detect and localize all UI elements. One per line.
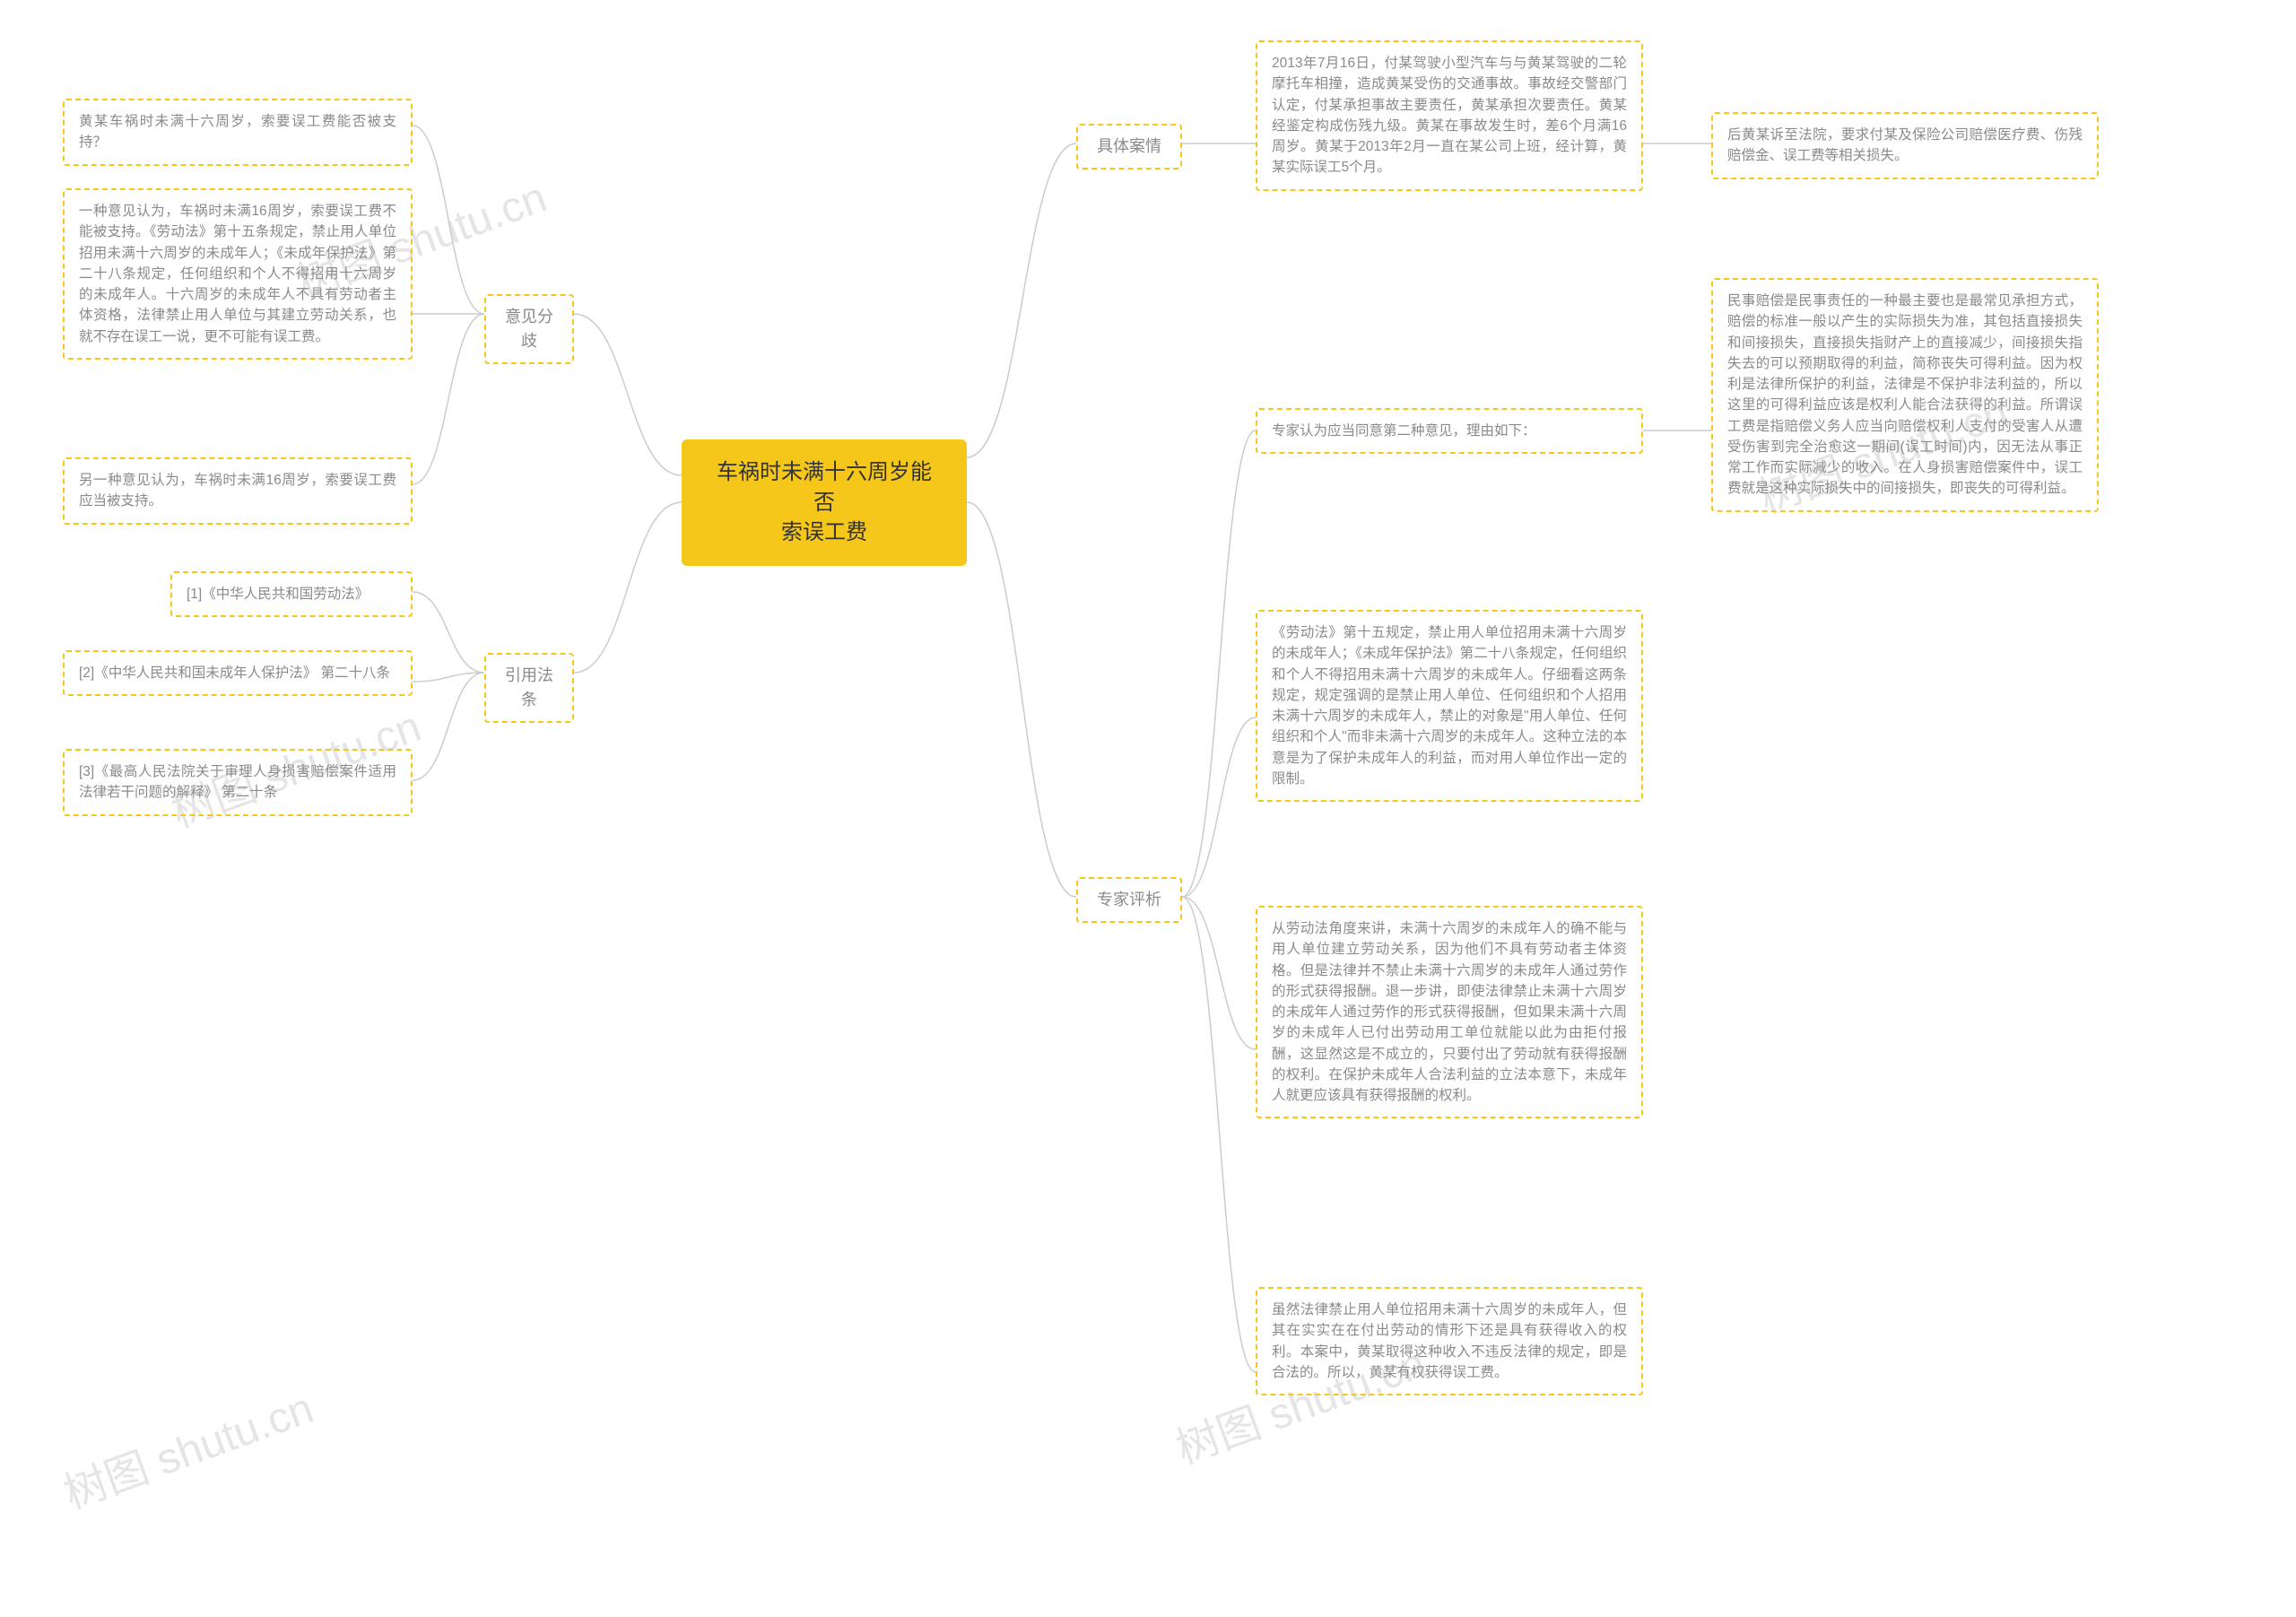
leaf-case-1: 2013年7月16日，付某驾驶小型汽车与与黄某驾驶的二轮摩托车相撞，造成黄某受伤…	[1256, 40, 1643, 191]
leaf-expert-3: 虽然法律禁止用人单位招用未满十六周岁的未成年人，但其在实实在在付出劳动的情形下还…	[1256, 1287, 1643, 1395]
mindmap-canvas: 树图 shutu.cn 树图 shutu.cn 树图 shutu.cn 树图 s…	[0, 0, 2296, 1617]
leaf-expert-2: 从劳动法角度来讲，未满十六周岁的未成年人的确不能与用人单位建立劳动关系，因为他们…	[1256, 906, 1643, 1118]
branch-case: 具体案情	[1076, 124, 1182, 170]
leaf-law-1: [1]《中华人民共和国劳动法》	[170, 571, 413, 617]
branch-opinions: 意见分歧	[484, 294, 574, 364]
root-title-line2: 索误工费	[707, 517, 942, 548]
leaf-law-3: [3]《最高人民法院关于审理人身损害赔偿案件适用法律若干问题的解释》 第二十条	[63, 749, 413, 816]
leaf-opinion-b: 另一种意见认为，车祸时未满16周岁，索要误工费应当被支持。	[63, 457, 413, 525]
root-node: 车祸时未满十六周岁能否 索误工费	[682, 439, 967, 566]
leaf-expert-header: 专家认为应当同意第二种意见，理由如下：	[1256, 408, 1643, 454]
leaf-opinion-q: 黄某车祸时未满十六周岁，索要误工费能否被支持？	[63, 99, 413, 166]
watermark: 树图 shutu.cn	[54, 1373, 320, 1521]
branch-laws: 引用法条	[484, 653, 574, 723]
root-title-line1: 车祸时未满十六周岁能否	[707, 457, 942, 517]
leaf-expert-header-child: 民事赔偿是民事责任的一种最主要也是最常见承担方式，赔偿的标准一般以产生的实际损失…	[1711, 278, 2099, 512]
leaf-case-2: 后黄某诉至法院，要求付某及保险公司赔偿医疗费、伤残赔偿金、误工费等相关损失。	[1711, 112, 2099, 179]
branch-expert: 专家评析	[1076, 877, 1182, 923]
leaf-opinion-a: 一种意见认为，车祸时未满16周岁，索要误工费不能被支持。《劳动法》第十五条规定，…	[63, 188, 413, 360]
leaf-expert-1: 《劳动法》第十五规定，禁止用人单位招用未满十六周岁的未成年人；《未成年保护法》第…	[1256, 610, 1643, 802]
leaf-law-2: [2]《中华人民共和国未成年人保护法》 第二十八条	[63, 650, 413, 696]
